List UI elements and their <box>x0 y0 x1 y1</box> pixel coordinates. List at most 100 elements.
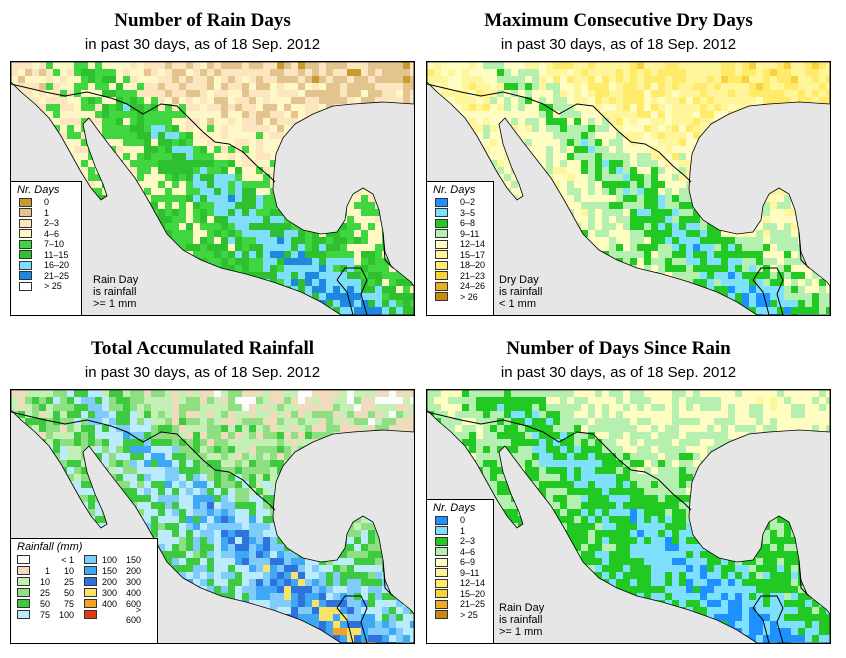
legend-entry: 1 10 <box>17 565 74 576</box>
legend-label: 21–25 <box>460 599 486 610</box>
legend-entry: 400 600 <box>84 598 141 609</box>
legend-range-low: 10 <box>39 576 50 587</box>
legend-swatch <box>84 610 97 619</box>
legend-range-low: 150 <box>101 565 117 576</box>
legend-label: 11–15 <box>44 249 69 260</box>
legend-label: 3–5 <box>460 207 476 218</box>
map-canvas <box>11 62 414 315</box>
legend-entry: 7–10 <box>11 239 81 250</box>
country-border <box>336 279 354 315</box>
legend-entry: 150 200 <box>84 565 141 576</box>
legend-range-low: 300 <box>101 587 117 598</box>
panel-subtitle: in past 30 days, as of 18 Sep. 2012 <box>84 36 321 53</box>
legend-swatch <box>19 271 32 281</box>
legend-swatch <box>84 555 97 564</box>
panel-subtitle: in past 30 days, as of 18 Sep. 2012 <box>500 364 737 381</box>
legend-entry: 21–23 <box>427 271 493 282</box>
panel-subtitle: in past 30 days, as of 18 Sep. 2012 <box>500 36 737 53</box>
legend-swatch <box>19 281 32 291</box>
country-border <box>427 83 692 183</box>
definition-note: Rain Day is rainfall >= 1 mm <box>93 274 139 310</box>
legend-swatch <box>435 260 448 270</box>
legend-entry: 4–6 <box>11 229 81 240</box>
legend-label: 1 <box>44 207 50 218</box>
legend-entry: 6–8 <box>427 218 493 229</box>
legend-label: 12–14 <box>460 578 486 589</box>
legend-entry: 75 100 <box>17 609 74 620</box>
legend-swatch <box>435 239 448 249</box>
legend: Nr. Days 0–2 3–5 6–8 9–11 12–14 15–17 18–20 21–… <box>427 181 494 315</box>
legend-label: 0 <box>460 515 466 526</box>
legend-swatch <box>435 610 448 620</box>
legend-swatch <box>84 588 97 597</box>
map-canvas <box>11 390 414 643</box>
legend-range-low: 75 <box>39 609 50 620</box>
country-border <box>752 595 784 643</box>
legend-label: 6–9 <box>460 557 476 568</box>
legend-entry: 2–3 <box>427 536 493 547</box>
coastline <box>11 62 414 315</box>
legend-range-high: 100 <box>58 609 74 620</box>
legend-label: 0 <box>44 197 50 208</box>
legend-range-high: 50 <box>63 587 74 598</box>
legend-title: Nr. Days <box>17 184 60 196</box>
legend-label: 21–25 <box>44 270 70 281</box>
legend-range-high: 25 <box>63 576 74 587</box>
legend-swatch <box>19 197 32 207</box>
legend: Rainfall (mm) < 1 1 10 10 25 25 50 50 75 75 100 100… <box>11 538 158 643</box>
legend-entry: 15–20 <box>427 589 493 600</box>
legend-title: Rainfall (mm) <box>17 541 83 553</box>
legend-entry: 15–17 <box>427 250 493 261</box>
legend-swatch <box>435 250 448 260</box>
legend-range-low: 400 <box>101 598 117 609</box>
legend-swatch <box>19 239 32 249</box>
legend-range-high: 400 <box>125 587 141 598</box>
legend-swatch <box>19 250 32 260</box>
legend-swatch <box>84 566 97 575</box>
country-borders <box>11 390 414 643</box>
legend-entry: 4–6 <box>427 547 493 558</box>
coastline <box>427 62 830 315</box>
legend-swatch <box>435 599 448 609</box>
legend-label: > 26 <box>460 291 478 302</box>
panel-dry-days: Maximum Consecutive Dry Days in past 30 … <box>416 0 831 325</box>
legend-swatch <box>19 229 32 239</box>
panel-title: Number of Rain Days <box>114 10 291 31</box>
panel-days-since-rain: Number of Days Since Rain in past 30 day… <box>416 328 831 653</box>
country-border <box>752 607 770 643</box>
country-borders <box>427 390 830 643</box>
country-border <box>382 231 394 269</box>
legend-swatch <box>435 557 448 567</box>
legend-range-high: < 1 <box>61 554 74 565</box>
legend-range-low: 100 <box>101 554 117 565</box>
country-border <box>11 83 276 183</box>
legend-range-high: 10 <box>63 565 74 576</box>
legend-entry: 3–5 <box>427 208 493 219</box>
panel-title: Maximum Consecutive Dry Days <box>484 10 753 31</box>
legend-range-low: 25 <box>39 587 50 598</box>
map-dry-days: Nr. Days 0–2 3–5 6–8 9–11 12–14 15–17 18–20 21–… <box>426 61 831 316</box>
legend-label: 4–6 <box>44 228 60 239</box>
panel-title: Total Accumulated Rainfall <box>90 338 315 359</box>
legend-entry: 300 400 <box>84 587 141 598</box>
country-border <box>11 411 276 511</box>
country-border <box>798 231 810 269</box>
legend-swatch <box>84 599 97 608</box>
legend-label: 9–11 <box>460 228 480 239</box>
country-border <box>336 607 354 643</box>
legend-label: 12–14 <box>460 239 486 250</box>
legend-label: 24–26 <box>460 281 486 292</box>
legend-entry: 21–25 <box>11 271 81 282</box>
country-border <box>336 267 368 315</box>
legend-entry: 200 300 <box>84 576 141 587</box>
country-borders <box>11 62 414 315</box>
legend-entry: 16–20 <box>11 260 81 271</box>
legend-range-high: 150 <box>125 554 141 565</box>
legend-swatch <box>435 547 448 557</box>
legend-label: 4–6 <box>460 546 476 557</box>
legend-label: 18–20 <box>460 260 486 271</box>
legend-swatch <box>435 515 448 525</box>
legend-swatch <box>19 260 32 270</box>
panel-title: Number of Days Since Rain <box>506 338 731 359</box>
legend-entry: 0 <box>427 515 493 526</box>
